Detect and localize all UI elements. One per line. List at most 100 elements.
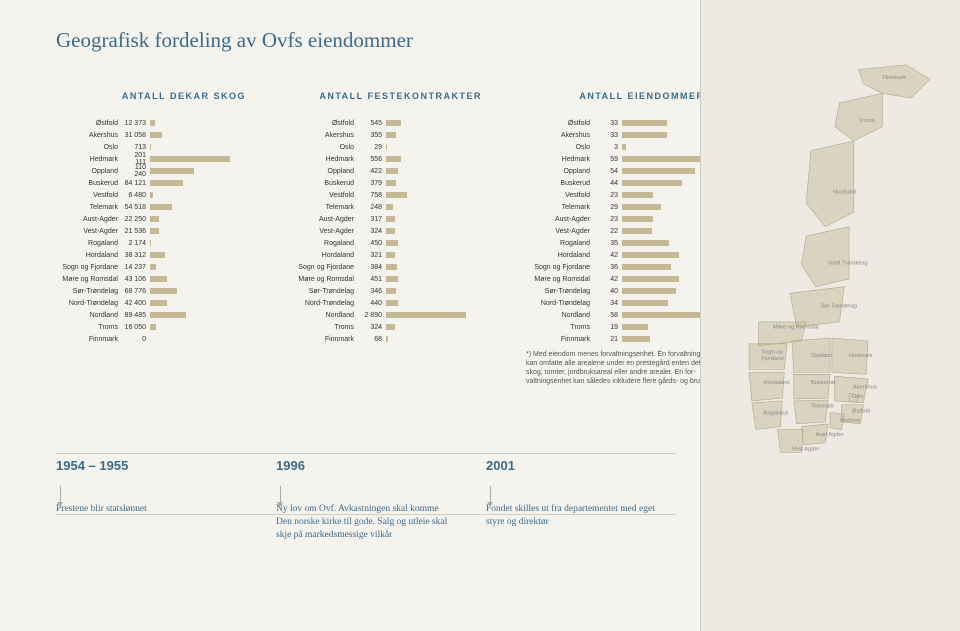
row-bar — [386, 288, 396, 294]
row-bar — [622, 168, 695, 174]
row-value: 34 — [594, 300, 618, 307]
bar-row: Finnmark21 — [528, 333, 718, 345]
bar-row: Buskerud44 — [528, 177, 718, 189]
row-label: Nord-Trøndelag — [528, 300, 590, 307]
row-value: 68 776 — [122, 288, 146, 295]
map-region-label: Aust Agder — [816, 432, 844, 438]
row-bar — [150, 168, 194, 174]
row-label: Rogaland — [292, 240, 354, 247]
bar-row: Rogaland 450 — [292, 237, 482, 249]
row-label: Hedmark — [528, 156, 590, 163]
row-bar — [386, 204, 393, 210]
bar-row: Rogaland2 174 — [56, 237, 246, 249]
row-bar — [150, 120, 155, 126]
map-region-label: Sogn og — [761, 349, 782, 355]
map-region-label: Hordaland — [763, 380, 789, 386]
bar-row: Oppland422 — [292, 165, 482, 177]
row-bar — [622, 276, 679, 282]
bar-row: Hedmark556 — [292, 153, 482, 165]
row-label: Vest-Agder — [292, 228, 354, 235]
timeline-event: 1996 Ny lov om Ovf. Avkastningen skal kom… — [276, 458, 456, 541]
map-region-label: Finnmark — [882, 75, 906, 81]
map-region-label: Hedmark — [849, 353, 872, 359]
bar-row: Nordland58 — [528, 309, 718, 321]
row-label: Møre og Romsdal — [292, 276, 354, 283]
row-label: Buskerud — [528, 180, 590, 187]
row-label: Telemark — [292, 204, 354, 211]
bar-row: Aust-Agder317 — [292, 213, 482, 225]
bar-row: Troms19 — [528, 321, 718, 333]
row-label: Oppland — [56, 168, 118, 175]
bar-row: Østfold545 — [292, 117, 482, 129]
row-value: 40 — [594, 288, 618, 295]
row-label: Hordaland — [528, 252, 590, 259]
row-bar — [386, 120, 401, 126]
row-value: 54 — [594, 168, 618, 175]
row-value: 2 890 — [358, 312, 382, 319]
row-bar — [622, 324, 648, 330]
row-value: 33 — [594, 120, 618, 127]
row-label: Sogn og Fjordane — [528, 264, 590, 271]
row-label: Finnmark — [292, 336, 354, 343]
map-region-label: Fjordane — [761, 356, 784, 362]
row-value: 23 — [594, 216, 618, 223]
row-value: 14 237 — [122, 264, 146, 271]
row-label: Møre og Romsdal — [56, 276, 118, 283]
row-bar — [622, 240, 669, 246]
row-label: Sør-Trøndelag — [528, 288, 590, 295]
bar-row: Sør-Trøndelag 40 — [528, 285, 718, 297]
map-region-label: Telemark — [811, 404, 834, 410]
map-region-label: Sør Trøndelag — [820, 304, 856, 310]
bar-row: Nordland89 485 — [56, 309, 246, 321]
row-value: 68 — [358, 336, 382, 343]
row-bar — [622, 264, 671, 270]
row-label: Østfold — [56, 120, 118, 127]
row-label: Aust-Agder — [56, 216, 118, 223]
row-label: Møre og Romsdal — [528, 276, 590, 283]
map-region-label: Vestfold — [840, 418, 860, 424]
row-bar — [622, 120, 667, 126]
timeline-arrow-icon — [57, 502, 63, 507]
row-label: Akershus — [292, 132, 354, 139]
row-bar — [622, 216, 653, 222]
bar-row: Vest-Agder324 — [292, 225, 482, 237]
bar-row: Nord-Trøndelag440 — [292, 297, 482, 309]
bar-row: Akershus31 058 — [56, 129, 246, 141]
row-bar — [622, 180, 682, 186]
timeline-year: 2001 — [486, 458, 666, 473]
row-label: Nord-Trøndelag — [292, 300, 354, 307]
bar-row: Sør-Trøndelag346 — [292, 285, 482, 297]
row-value: 450 — [358, 240, 382, 247]
norway-map: FinnmarkTromsNordlandNord TrøndelagSør T… — [700, 0, 960, 631]
timeline-year: 1996 — [276, 458, 456, 473]
row-value: 713 — [122, 144, 146, 151]
row-bar — [622, 144, 626, 150]
row-value: 23 — [594, 192, 618, 199]
row-label: Østfold — [528, 120, 590, 127]
row-label: Nord-Trøndelag — [56, 300, 118, 307]
row-bar — [150, 252, 165, 258]
row-value: 355 — [358, 132, 382, 139]
map-region-label: Vest Agder — [792, 446, 820, 452]
bar-row: Finnmark 68 — [292, 333, 482, 345]
row-value: 43 106 — [122, 276, 146, 283]
row-bar — [386, 300, 398, 306]
row-bar — [150, 180, 183, 186]
bar-row: Oppland110 240 — [56, 165, 246, 177]
row-bar — [622, 336, 650, 342]
row-bar — [150, 156, 230, 162]
row-label: Østfold — [292, 120, 354, 127]
row-label: Akershus — [528, 132, 590, 139]
timeline-description: Ny lov om Ovf. Avkastningen skal komme D… — [276, 503, 456, 541]
row-bar — [622, 204, 661, 210]
row-label: Oppland — [528, 168, 590, 175]
row-value: 12 373 — [122, 120, 146, 127]
row-value: 0 — [122, 336, 146, 343]
row-bar — [622, 192, 653, 198]
map-svg: FinnmarkTromsNordlandNord TrøndelagSør T… — [710, 60, 950, 460]
chart-column: ANTALL FESTEKONTRAKTERØstfold545Akershus… — [292, 91, 482, 345]
row-value: 29 — [594, 204, 618, 211]
row-label: Hedmark — [292, 156, 354, 163]
bar-row: Rogaland35 — [528, 237, 718, 249]
row-bar — [622, 300, 668, 306]
